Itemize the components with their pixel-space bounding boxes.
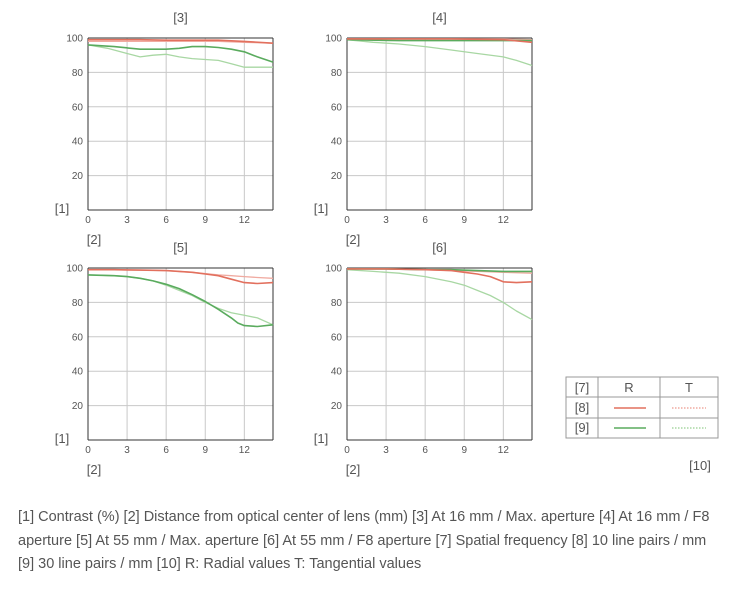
y-axis-label: [1] <box>55 201 69 216</box>
legend-radial-header: R <box>624 380 633 395</box>
y-tick-label: 40 <box>331 137 343 148</box>
series-line-10-r <box>347 268 533 284</box>
legend: [7] [8] [9] R T [10] <box>565 376 719 473</box>
x-tick-label: 12 <box>498 215 510 226</box>
x-tick-label: 0 <box>85 445 91 456</box>
x-tick-label: 0 <box>344 445 350 456</box>
legend-rt-note: [10] <box>689 458 711 473</box>
x-tick-label: 3 <box>124 445 130 456</box>
x-tick-label: 3 <box>124 215 130 226</box>
x-tick-label: 3 <box>383 445 389 456</box>
chart-title: [3] <box>173 10 187 25</box>
x-tick-label: 0 <box>344 215 350 226</box>
y-tick-label: 100 <box>66 264 83 275</box>
x-tick-label: 6 <box>163 445 169 456</box>
x-tick-label: 6 <box>422 445 428 456</box>
x-axis-label: [2] <box>346 232 360 247</box>
figure-caption: [1] Contrast (%) [2] Distance from optic… <box>18 506 718 577</box>
legend-spatial-frequency-label: [7] <box>575 380 589 395</box>
y-tick-label: 60 <box>72 102 84 113</box>
x-tick-label: 9 <box>202 445 208 456</box>
y-tick-label: 60 <box>331 102 343 113</box>
x-tick-label: 3 <box>383 215 389 226</box>
series-line-10-t <box>88 40 274 44</box>
x-axis-label: [2] <box>87 462 101 477</box>
y-tick-label: 80 <box>331 298 343 309</box>
series-line-10-r <box>88 268 274 285</box>
y-tick-label: 40 <box>72 367 84 378</box>
series-line-30-t <box>87 44 273 68</box>
x-tick-label: 6 <box>422 215 428 226</box>
y-tick-label: 100 <box>325 264 342 275</box>
chart-16mm-max-aperture: 20 40 60 80 100 0 3 6 9 12 [3] [1] [2] <box>55 10 274 247</box>
y-tick-label: 100 <box>325 34 342 45</box>
y-tick-label: 20 <box>331 401 343 412</box>
series-line-30-r <box>87 274 274 328</box>
series-line-30-t <box>346 269 533 321</box>
chart-16mm-f8-aperture: 20 40 60 80 100 0 3 6 9 12 [4] [1] [2] <box>314 10 533 247</box>
y-tick-label: 100 <box>66 34 83 45</box>
y-tick-label: 80 <box>72 298 84 309</box>
x-tick-label: 12 <box>239 445 251 456</box>
legend-10lp-label: [8] <box>575 400 589 415</box>
x-tick-label: 0 <box>85 215 91 226</box>
y-tick-label: 40 <box>72 137 84 148</box>
y-axis-label: [1] <box>314 201 328 216</box>
y-axis-label: [1] <box>314 431 328 446</box>
x-tick-label: 12 <box>239 215 251 226</box>
y-tick-label: 20 <box>331 171 343 182</box>
y-tick-label: 80 <box>331 68 343 79</box>
x-tick-label: 6 <box>163 215 169 226</box>
y-tick-label: 40 <box>331 367 343 378</box>
legend-tangential-header: T <box>685 380 693 395</box>
chart-title: [6] <box>432 240 446 255</box>
x-tick-label: 9 <box>202 215 208 226</box>
series-line-10-r <box>347 38 533 44</box>
y-axis-label: [1] <box>55 431 69 446</box>
series-line-30-r <box>87 44 274 63</box>
chart-55mm-f8-aperture: 20 40 60 80 100 0 3 6 9 12 [6] [1] [2] <box>314 240 533 477</box>
series-line-30-t <box>346 39 533 67</box>
caption-text: [1] Contrast (%) [2] Distance from optic… <box>18 509 710 572</box>
chart-55mm-max-aperture: 20 40 60 80 100 0 3 6 9 12 [5] [1] [2] <box>55 240 274 477</box>
x-tick-label: 12 <box>498 445 510 456</box>
y-tick-label: 20 <box>72 401 84 412</box>
y-tick-label: 60 <box>331 332 343 343</box>
x-tick-label: 9 <box>461 215 467 226</box>
chart-title: [5] <box>173 240 187 255</box>
chart-title: [4] <box>432 10 446 25</box>
x-axis-label: [2] <box>87 232 101 247</box>
series-line-10-r <box>88 38 274 44</box>
y-tick-label: 60 <box>72 332 84 343</box>
x-axis-label: [2] <box>346 462 360 477</box>
y-tick-label: 20 <box>72 171 84 182</box>
legend-30lp-label: [9] <box>575 420 589 435</box>
legend-frame <box>565 376 719 439</box>
y-tick-label: 80 <box>72 68 84 79</box>
x-tick-label: 9 <box>461 445 467 456</box>
